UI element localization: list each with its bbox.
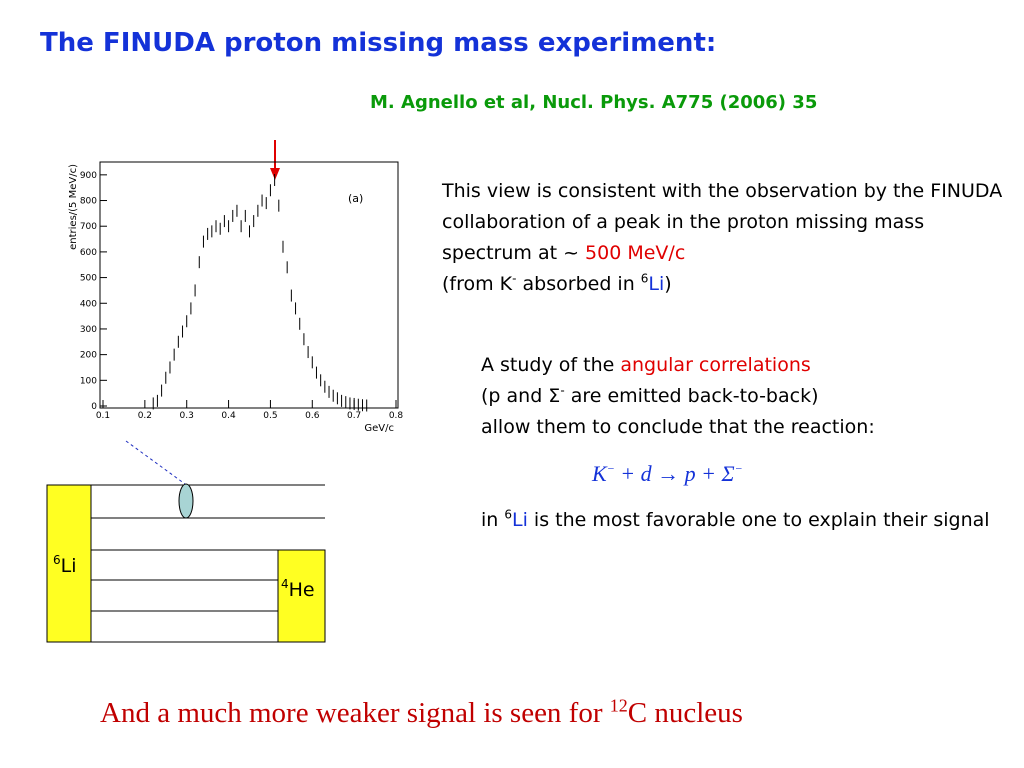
y-tick-label: 400 <box>80 299 97 309</box>
x-tick-label: 0.2 <box>138 411 152 421</box>
y-tick-label: 100 <box>80 376 97 386</box>
x-tick-label: 0.4 <box>221 411 236 421</box>
sup: - <box>560 383 565 398</box>
panel-label: (a) <box>348 192 363 205</box>
text: absorbed in <box>516 273 641 295</box>
text: C nucleus <box>627 697 743 729</box>
histogram: 0 100 200 300 400 500 600 700 800 900 0.1 0.2 0.3 0.4… <box>68 161 404 434</box>
paragraph: A study of the angular correlations (p a… <box>481 350 1011 443</box>
y-tick-label: 500 <box>80 274 97 284</box>
text: in <box>481 509 505 531</box>
plot-frame <box>99 161 399 409</box>
sup: − <box>734 461 743 476</box>
y-tick-label: 700 <box>80 222 97 232</box>
text: And a much more weaker signal is seen fo… <box>100 697 610 729</box>
x-tick-label: 0.7 <box>347 411 361 421</box>
nucleus: Li <box>648 273 665 295</box>
text: (p and Σ <box>481 385 561 407</box>
x-tick-label: 0.6 <box>305 411 320 421</box>
highlight: 500 MeV/c <box>585 242 686 264</box>
paragraph: This view is consistent with the observa… <box>442 176 1012 300</box>
y-tick-label: 300 <box>80 325 97 335</box>
conclusion: And a much more weaker signal is seen fo… <box>100 695 743 730</box>
title: The FINUDA proton missing mass experimen… <box>40 28 717 58</box>
paragraph: in 6Li is the most favorable one to expl… <box>481 505 1001 536</box>
x-tick-label: 0.5 <box>263 411 277 421</box>
highlight: angular correlations <box>620 354 811 376</box>
x-tick-label: 0.1 <box>96 411 110 421</box>
sup: - <box>512 271 517 286</box>
text: (from K <box>442 273 513 295</box>
text: + d → p + Σ <box>614 461 735 486</box>
equation: K− + d → p + Σ− <box>592 461 743 487</box>
y-tick-label: 800 <box>80 197 97 207</box>
text: is the most favorable one to explain the… <box>527 509 990 531</box>
y-tick-label: 200 <box>80 351 97 361</box>
he-label: 4He <box>281 577 315 601</box>
nucleus: Li <box>512 509 528 531</box>
sup: 6 <box>640 271 649 286</box>
text: K <box>592 461 607 486</box>
reference: M. Agnello et al, Nucl. Phys. A775 (2006… <box>370 92 818 113</box>
x-axis-label: GeV/c <box>364 423 394 434</box>
x-tick-label: 0.3 <box>180 411 194 421</box>
y-tick-label: 0 <box>91 402 97 412</box>
sup: 6 <box>504 507 513 522</box>
text: allow them to conclude that the reaction… <box>481 416 875 438</box>
text: ) <box>664 273 672 295</box>
text: This view is consistent with the observa… <box>442 180 1003 264</box>
li-box <box>46 484 92 643</box>
text: are emitted back-to-back) <box>564 385 819 407</box>
x-tick-label: 0.8 <box>389 411 404 421</box>
levels <box>91 484 325 643</box>
sup: − <box>606 461 615 476</box>
y-tick-label: 900 <box>80 171 97 181</box>
text: A study of the <box>481 354 621 376</box>
he-box <box>277 549 326 643</box>
pointer <box>125 440 186 485</box>
sup: 12 <box>609 695 628 716</box>
li-label: 6Li <box>53 553 77 577</box>
y-tick-label: 600 <box>80 248 97 258</box>
y-axis-label: entries/(5 MeV/c) <box>68 164 79 250</box>
cluster <box>178 483 194 519</box>
